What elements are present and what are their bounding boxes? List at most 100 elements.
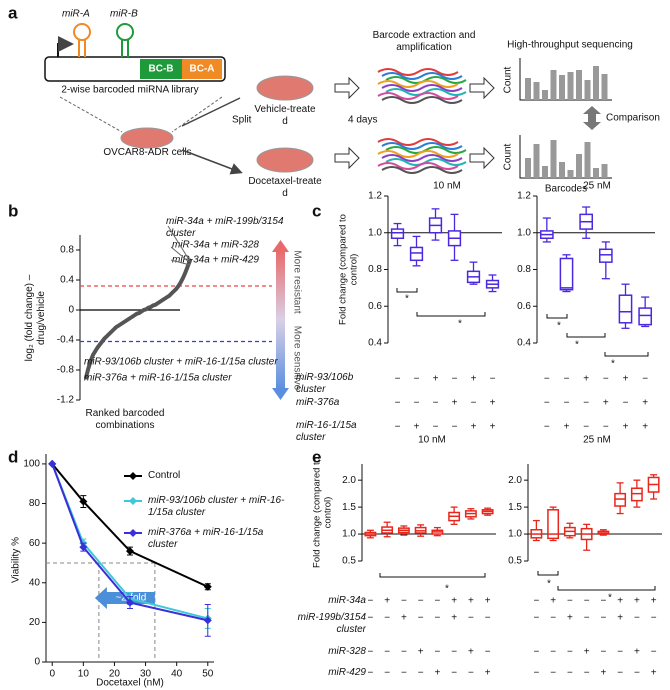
y-tick-label: 100 <box>23 459 40 470</box>
condition-mark: − <box>433 398 439 409</box>
y-axis-label: Fold change (compared to control) <box>337 214 359 325</box>
bar-glyph <box>584 142 591 178</box>
bar-glyph <box>576 70 582 100</box>
arrow <box>181 97 240 172</box>
plasmid <box>44 56 226 82</box>
label-box: Barcode extraction and amplification <box>373 30 476 53</box>
bar-glyph <box>593 168 599 178</box>
box <box>638 307 653 326</box>
condition-mark: − <box>567 647 573 658</box>
significance: * <box>611 359 615 370</box>
x-tick-label: 30 <box>140 669 152 680</box>
point <box>79 497 88 506</box>
hairpin <box>73 23 91 41</box>
condition-mark: − <box>533 668 539 679</box>
condition-mark: − <box>434 596 440 607</box>
y-tick-label: -0.4 <box>57 335 75 346</box>
annotation: miR-34a + miR-199b/3154 cluster <box>166 216 284 239</box>
condition-mark: − <box>418 668 424 679</box>
condition-mark: − <box>452 422 458 433</box>
bar-glyph <box>567 170 574 178</box>
y-tick-label: -0.8 <box>57 365 75 376</box>
condition-mark: − <box>617 647 623 658</box>
point <box>126 547 134 556</box>
condition-mark: − <box>418 596 424 607</box>
legend-label-box: miR-376a + miR-16-1/15a cluster <box>148 527 263 550</box>
y-tick-label: 1.0 <box>517 227 531 238</box>
x-axis-label: Ranked barcoded combinations <box>85 408 165 431</box>
condition-mark: − <box>600 647 606 658</box>
y-axis-label-box: Fold change (compared to control) <box>311 457 333 568</box>
significance: * <box>547 579 551 590</box>
condition-mark: − <box>395 374 401 385</box>
significance-bracket <box>604 352 649 357</box>
condition-mark: − <box>367 668 373 679</box>
panel-label: e <box>312 447 321 466</box>
point <box>203 616 212 625</box>
condition-label: miR-429 <box>328 667 366 678</box>
condition-mark: + <box>564 422 570 433</box>
y-axis-label-box: log₂ (fold change) – drug/vehicle <box>24 275 47 362</box>
label: Count <box>503 143 514 170</box>
condition-mark: − <box>584 596 590 607</box>
condition-mark: − <box>603 422 609 433</box>
condition-mark: + <box>583 374 589 385</box>
label: miR-B <box>110 9 138 20</box>
curve <box>84 258 192 380</box>
y-tick-label: 1.0 <box>368 227 382 238</box>
condition-mark: − <box>564 374 570 385</box>
legend-label: Control <box>148 470 181 481</box>
condition-mark: + <box>642 398 648 409</box>
condition-label-box: miR-429 <box>328 667 366 678</box>
condition-mark: − <box>544 398 550 409</box>
box <box>559 257 574 291</box>
x-tick-label: 10 <box>78 669 90 680</box>
condition-label: miR-34a <box>328 595 366 606</box>
condition-mark: − <box>414 398 420 409</box>
bar-glyph <box>533 144 540 178</box>
condition-mark: − <box>384 647 390 658</box>
hairpin <box>121 40 129 57</box>
y-tick-label: 0.8 <box>517 264 531 275</box>
condition-label: miR-328 <box>328 646 366 657</box>
condition-mark: + <box>418 647 424 658</box>
condition-mark: + <box>623 374 629 385</box>
x-axis-label-box: Ranked barcoded combinations <box>85 408 165 431</box>
condition-mark: + <box>490 398 496 409</box>
dish <box>256 75 314 101</box>
condition-mark: − <box>567 668 573 679</box>
condition-mark: + <box>451 596 457 607</box>
condition-mark: − <box>395 398 401 409</box>
condition-mark: − <box>550 668 556 679</box>
condition-mark: − <box>600 613 606 624</box>
label: High-throughput sequencing <box>507 40 633 51</box>
condition-mark: + <box>451 613 457 624</box>
y-tick-label: 0.5 <box>508 556 522 567</box>
significance: * <box>557 321 561 332</box>
x-tick-label: 50 <box>202 669 214 680</box>
condition-mark: + <box>401 613 407 624</box>
read <box>385 76 467 84</box>
condition-label: miR-199b/3154 cluster <box>297 612 366 635</box>
arrowhead <box>272 388 289 400</box>
significance: * <box>608 593 612 604</box>
annotation-box: miR-34a + miR-199b/3154 cluster <box>166 216 284 239</box>
gradient-bar <box>276 250 285 390</box>
y-tick-label: 0 <box>34 657 40 668</box>
bar-glyph <box>584 80 591 100</box>
condition-mark: − <box>544 374 550 385</box>
significance: * <box>405 294 409 305</box>
condition-mark: − <box>367 647 373 658</box>
y-tick-label: 40 <box>29 577 41 588</box>
significance: * <box>575 340 579 351</box>
condition-mark: + <box>617 613 623 624</box>
read <box>377 80 459 88</box>
leader <box>167 225 191 266</box>
bar-glyph <box>593 66 599 100</box>
dish <box>120 127 174 149</box>
point <box>203 582 212 591</box>
condition-mark: + <box>617 596 623 607</box>
condition-mark: − <box>452 374 458 385</box>
read <box>377 162 459 170</box>
panel-label: d <box>8 447 18 466</box>
